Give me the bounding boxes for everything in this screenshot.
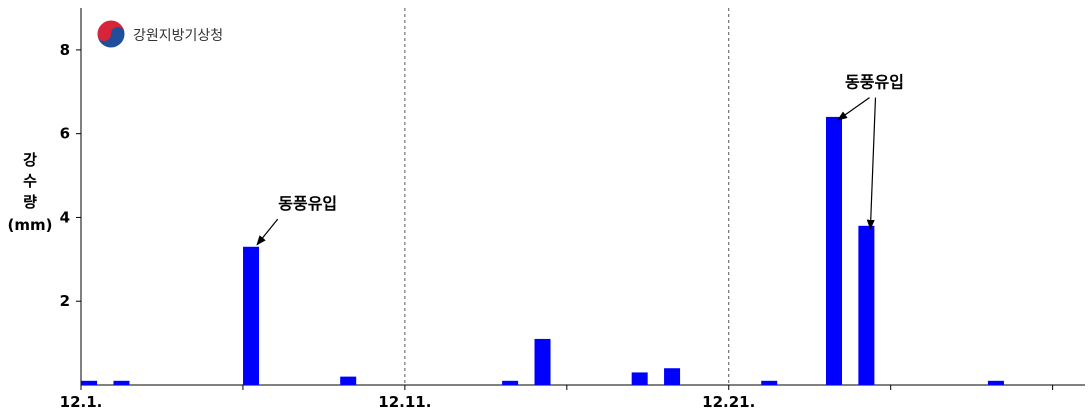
- bar: [243, 246, 260, 385]
- bar: [826, 116, 842, 386]
- annotation-arrow: [866, 97, 877, 230]
- bar: [761, 380, 778, 385]
- dashed-lines: [404, 8, 730, 385]
- annotation-label: 동풍유입: [278, 194, 337, 213]
- y-axis-label-line-3: (mm): [8, 216, 53, 234]
- y-tick-label: 8: [60, 41, 70, 59]
- x-tick-label: 12.11.: [378, 393, 431, 411]
- y-axis-label-line-2: 량: [23, 193, 37, 211]
- y-ticks: 2 4 6 8: [60, 41, 81, 310]
- y-tick-label: 2: [60, 292, 70, 310]
- y-axis-label: 강 수 량 (mm): [8, 151, 53, 234]
- y-tick-label: 4: [60, 208, 70, 226]
- bar: [81, 380, 98, 385]
- annotation-arrow: [256, 218, 279, 246]
- bars: [81, 116, 1004, 386]
- y-tick-label: 6: [60, 125, 70, 143]
- annotation-arrow: [837, 97, 870, 121]
- logo-text: 강원지방기상청: [133, 28, 223, 44]
- annotation-label: 동풍유입: [845, 73, 904, 92]
- y-axis-label-line-1: 수: [23, 172, 37, 190]
- bar: [340, 376, 357, 385]
- bar: [502, 380, 519, 385]
- x-tick-label: 12.1.: [60, 393, 103, 411]
- taegeuk-icon: [96, 19, 126, 49]
- bar: [858, 225, 875, 385]
- bar: [534, 338, 551, 385]
- logo: 강원지방기상청: [96, 19, 223, 49]
- axes: [80, 8, 1085, 386]
- bar: [664, 368, 681, 385]
- bar: [987, 380, 1004, 385]
- x-tick-label: 12.21.: [702, 393, 755, 411]
- bar: [113, 380, 130, 385]
- y-axis-label-line-0: 강: [23, 151, 37, 169]
- bar: [631, 372, 648, 385]
- x-ticks: 12.1. 12.11. 12.21.: [60, 385, 1054, 411]
